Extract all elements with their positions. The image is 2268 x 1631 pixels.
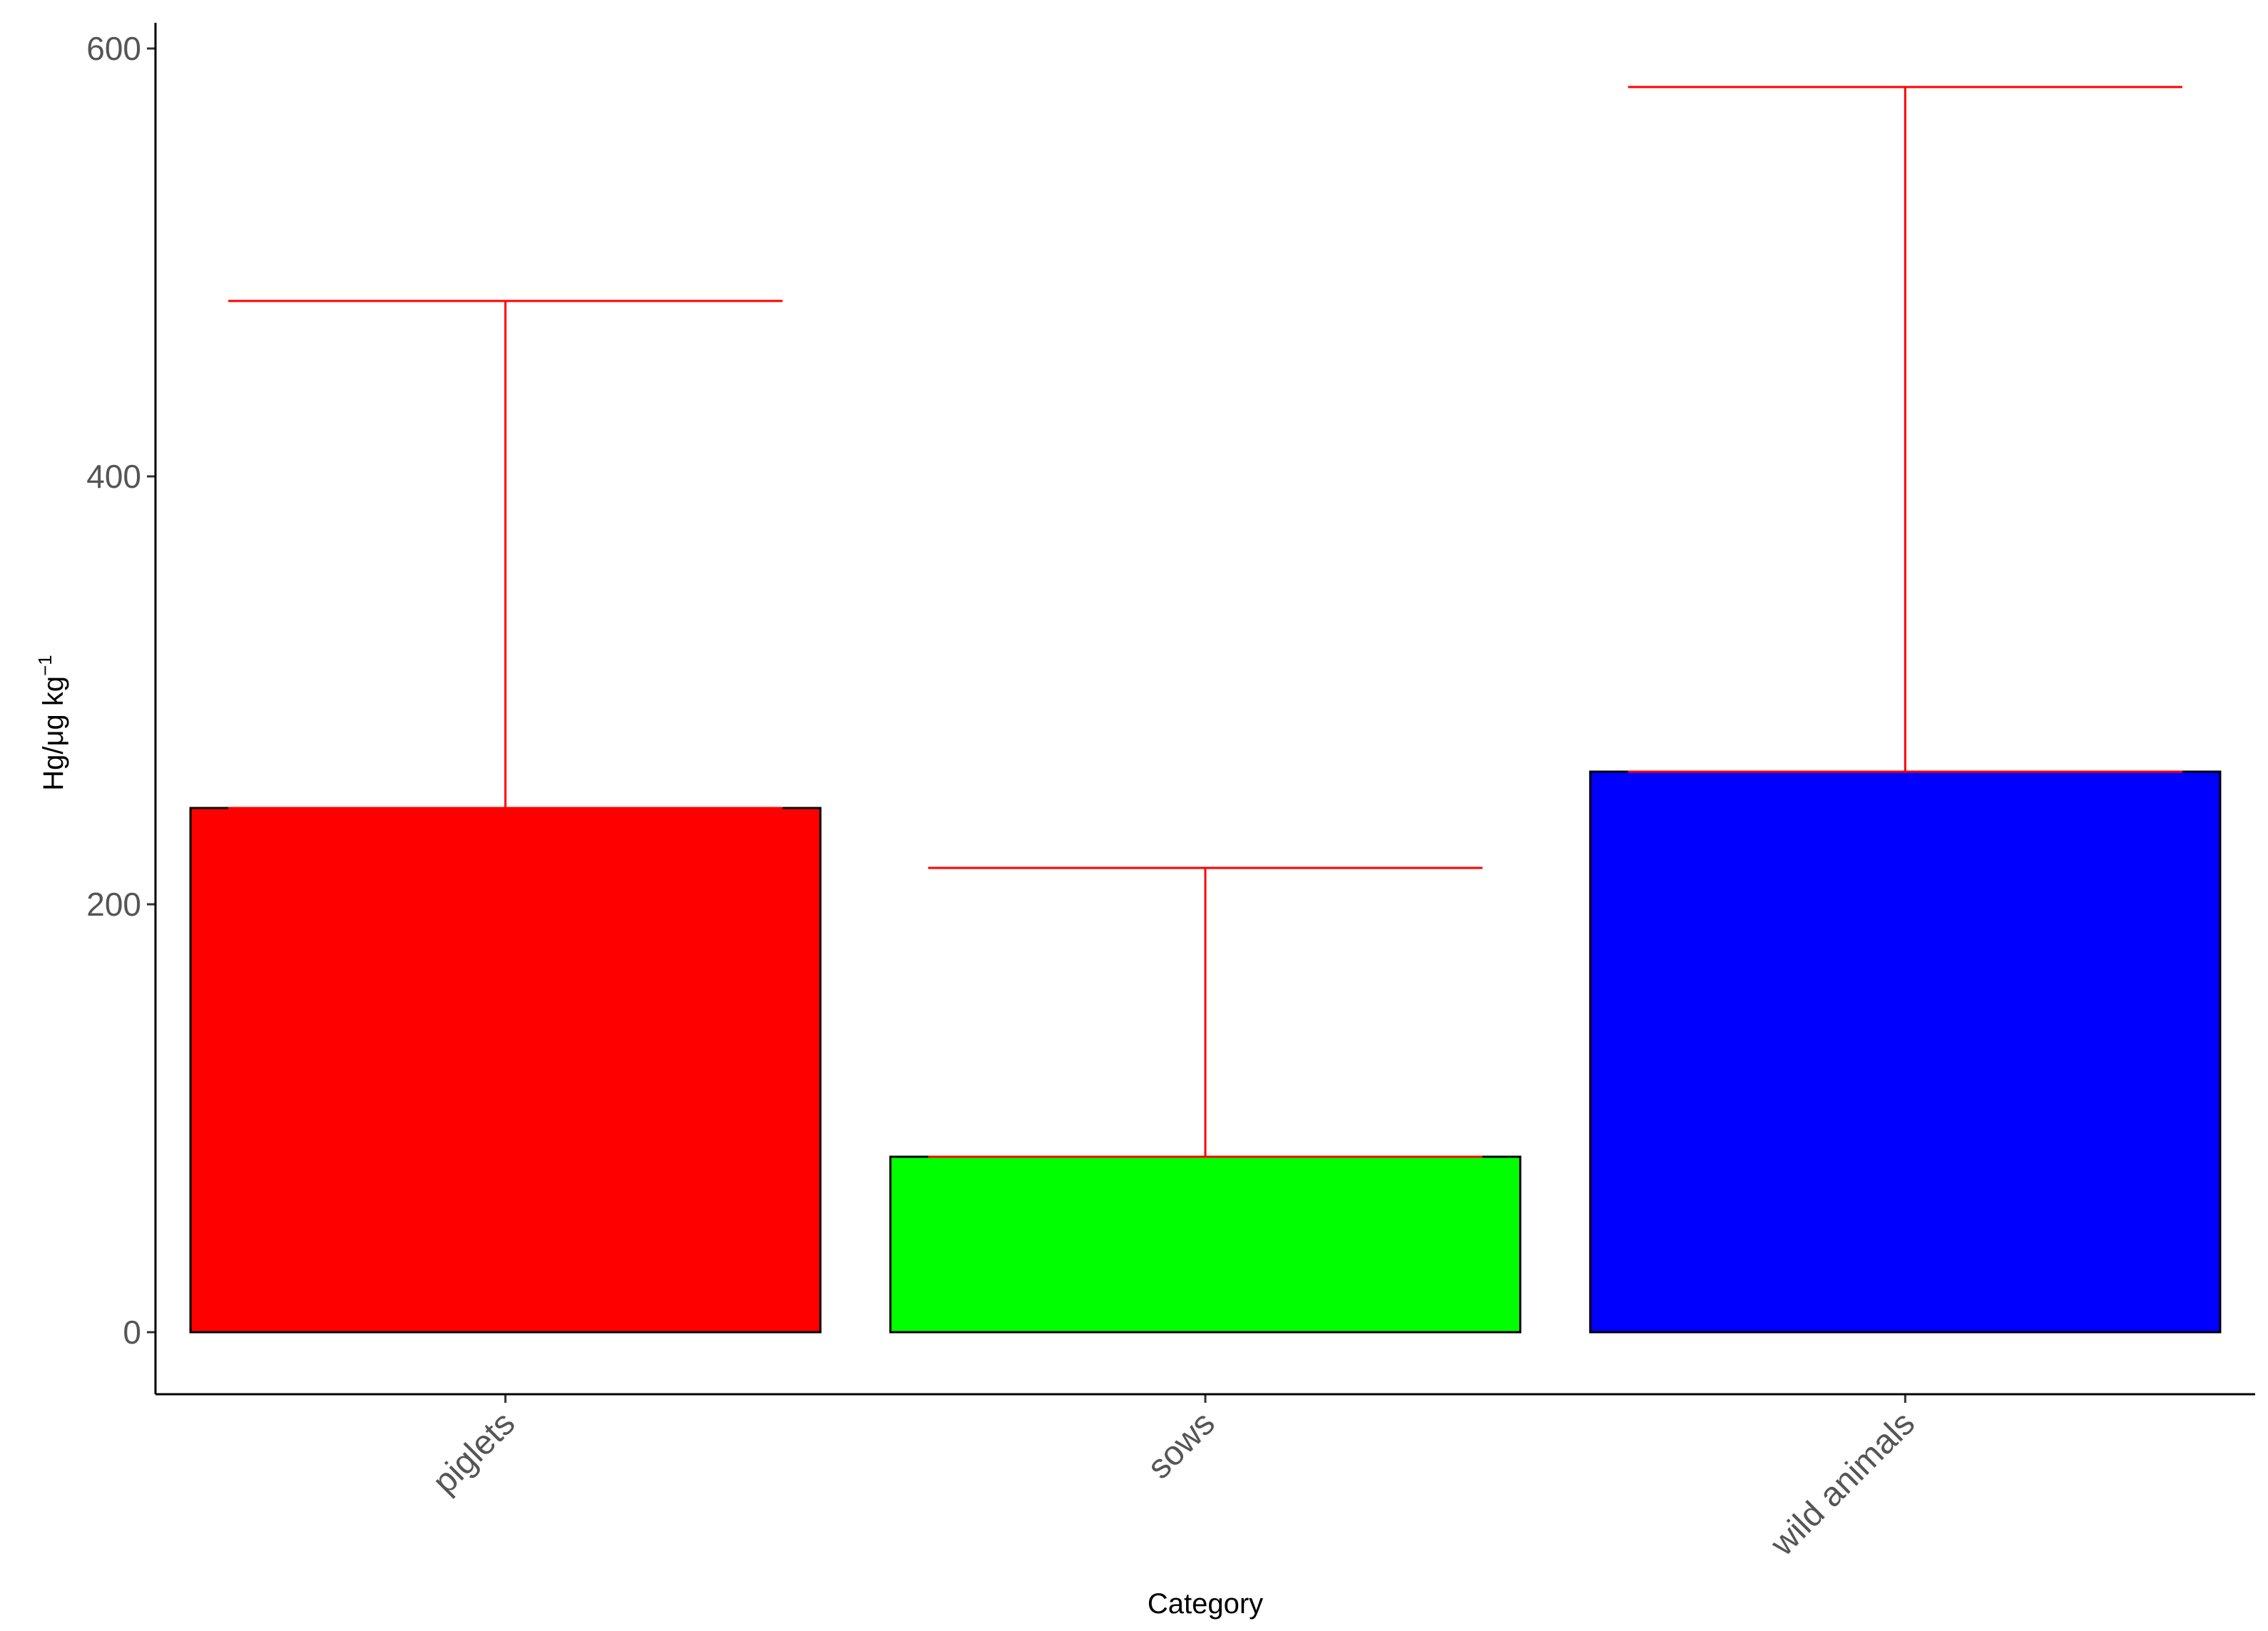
y-axis-title-superscript: −1 bbox=[34, 655, 56, 676]
bar-wild-animals bbox=[1589, 770, 2222, 1334]
y-tick-label: 200 bbox=[86, 886, 141, 923]
y-axis-title-main: Hg/μg kg bbox=[38, 676, 69, 791]
error-bars bbox=[228, 86, 2182, 1158]
y-tick-label: 600 bbox=[86, 30, 141, 67]
y-axis-title: Hg/μg kg−1 bbox=[34, 655, 69, 791]
x-axis-title: Category bbox=[1148, 1588, 1263, 1620]
x-tick-label: piglets bbox=[426, 1404, 523, 1501]
y-axis-ticks: 0 200 400 600 bbox=[86, 30, 155, 1351]
y-tick-label: 0 bbox=[123, 1314, 141, 1351]
x-tick-label: wild animals bbox=[1763, 1404, 1922, 1563]
bars bbox=[189, 770, 2222, 1334]
y-tick-label: 400 bbox=[86, 458, 141, 495]
x-tick-label: sows bbox=[1140, 1404, 1222, 1486]
bar-sows bbox=[889, 1155, 1522, 1334]
bar-piglets bbox=[189, 807, 822, 1334]
x-axis-ticks: piglets sows wild animals bbox=[426, 1394, 1922, 1563]
